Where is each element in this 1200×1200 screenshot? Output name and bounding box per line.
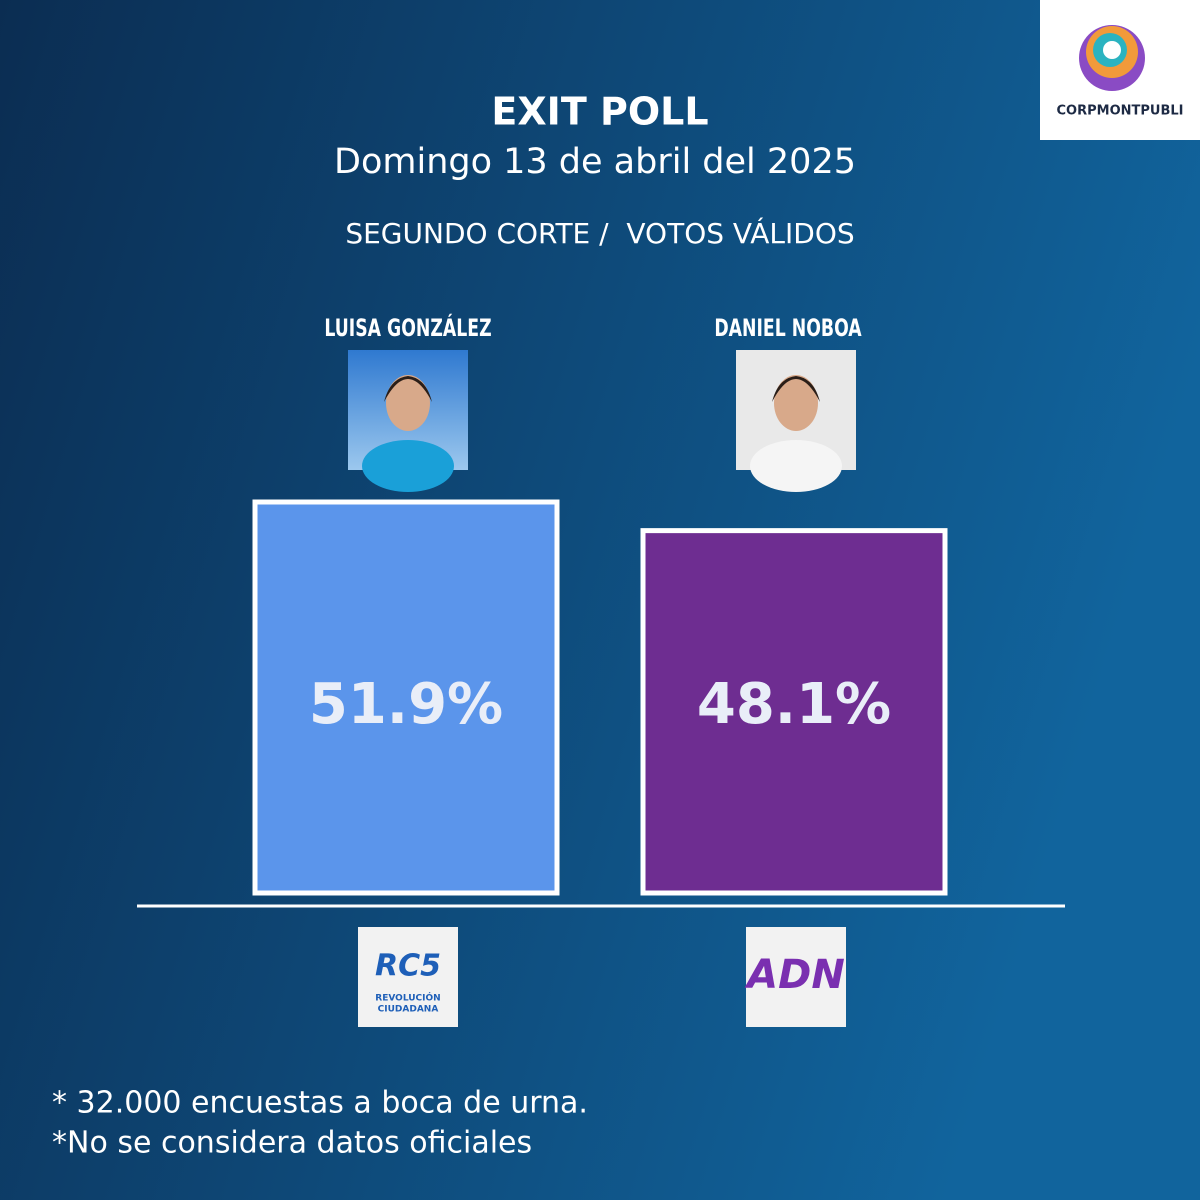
chart-subtitle: Domingo 13 de abril del 2025 <box>334 142 856 182</box>
party-name: REVOLUCIÓN <box>375 992 440 1004</box>
photo-body <box>750 440 842 492</box>
party-mark: RC5 <box>375 949 441 984</box>
chart-note: SEGUNDO CORTE / VOTOS VÁLIDOS <box>345 216 854 250</box>
photo-body <box>362 440 454 492</box>
photo-head <box>774 375 818 431</box>
candidate-photo <box>736 350 856 492</box>
candidate-name: DANIEL NOBOA <box>714 314 862 342</box>
bar <box>640 528 948 896</box>
candidate-photo <box>348 350 468 492</box>
party-name: CIUDADANA <box>378 1005 439 1015</box>
photo-hair <box>384 376 432 402</box>
photo-head <box>386 375 430 431</box>
bar <box>252 499 560 896</box>
party-mark: ADN <box>744 952 845 998</box>
value-label: 48.1% <box>697 672 891 737</box>
chart-title: EXIT POLL <box>491 90 708 134</box>
footnote: * 32.000 encuestas a boca de urna. <box>52 1086 588 1121</box>
footnote: *No se considera datos oficiales <box>52 1126 532 1161</box>
party-logo-box <box>358 927 458 1027</box>
photo-hair <box>772 376 820 402</box>
party-logo-box <box>746 927 846 1027</box>
candidate-name: LUISA GONZÁLEZ <box>324 313 491 342</box>
brand-icon <box>1103 41 1121 59</box>
value-label: 51.9% <box>309 672 503 737</box>
brand-name: CORPMONTPUBLI <box>1057 104 1184 119</box>
brand-logo: CORPMONTPUBLI <box>1040 0 1200 140</box>
